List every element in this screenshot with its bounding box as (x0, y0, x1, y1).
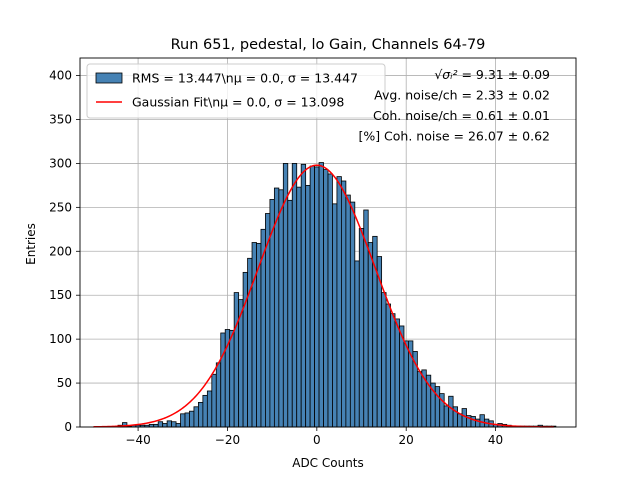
y-tick-label: 400 (49, 69, 72, 83)
histogram-bar (332, 203, 338, 428)
x-tick-label: −40 (125, 433, 150, 447)
histogram-bar (461, 408, 467, 428)
histogram-bar (251, 242, 257, 428)
histogram-bar (157, 421, 164, 428)
x-tick-label: 20 (399, 433, 414, 447)
histogram-bar (394, 318, 400, 428)
histogram-bar (202, 394, 208, 428)
histogram-bar (318, 162, 324, 428)
histogram-bar (345, 194, 351, 428)
histogram-bar (220, 332, 226, 428)
histogram-bar (287, 199, 293, 428)
histogram-bar (434, 386, 441, 428)
histogram-bar (229, 329, 235, 428)
histogram-bar (403, 340, 409, 428)
histogram-bar (336, 176, 342, 428)
noise-annotations: √σᵢ² = 9.31 ± 0.09 Avg. noise/ch = 2.33 ±… (358, 67, 550, 144)
histogram-bar (291, 163, 298, 428)
histogram-bar (175, 423, 181, 428)
histogram-bar (323, 169, 329, 428)
y-tick-label: 350 (49, 113, 72, 127)
histogram-bar (184, 412, 190, 428)
histogram-bar (300, 163, 307, 428)
noise-annotation: [%] Coh. noise = 26.07 ± 0.62 (358, 129, 550, 144)
legend: RMS = 13.447\nμ = 0.0, σ = 13.447 Gaussia… (86, 63, 386, 119)
histogram-bar (416, 371, 423, 428)
histogram-bar (206, 390, 213, 428)
histogram-bar (341, 180, 347, 428)
y-tick-label: 250 (49, 200, 72, 214)
histogram-bar (305, 184, 311, 428)
x-axis-label: ADC Counts (292, 456, 364, 470)
noise-annotation: √σᵢ² = 9.31 ± 0.09 (434, 67, 550, 82)
histogram-bar (479, 414, 485, 428)
x-tick-label: 0 (313, 433, 321, 447)
histogram-bar (171, 421, 177, 428)
x-tick-label: −20 (215, 433, 240, 447)
histogram-bar (443, 405, 450, 428)
histogram-bar (215, 362, 222, 428)
chart-title: Run 651, pedestal, lo Gain, Channels 64-… (171, 37, 486, 53)
noise-annotation: Avg. noise/ch = 2.33 ± 0.02 (374, 88, 550, 103)
noise-annotation: Coh. noise/ch = 0.61 ± 0.01 (373, 108, 550, 123)
histogram-bar (180, 413, 186, 428)
gaussian-fit-line (93, 164, 554, 428)
histogram-bar (198, 401, 204, 428)
histogram-bar (457, 413, 463, 428)
histogram-bar (242, 271, 248, 428)
histogram-bar (162, 423, 168, 428)
histogram-bar (211, 373, 217, 428)
y-tick-label: 50 (57, 376, 72, 390)
histogram-bar (381, 292, 387, 428)
histogram-bar (349, 201, 356, 428)
histogram-bar (193, 406, 199, 428)
histogram-bar (309, 165, 315, 428)
y-tick-label: 300 (49, 156, 72, 170)
y-tick-label: 100 (49, 332, 72, 346)
histogram-bar (327, 173, 333, 428)
histogram-bar (385, 303, 391, 428)
y-tick-label: 200 (49, 244, 72, 258)
y-axis-label: Entries (24, 223, 38, 265)
x-tick-label: 40 (488, 433, 503, 447)
histogram-bar (314, 166, 320, 428)
y-tick-label: 150 (49, 288, 72, 302)
histogram-bar (448, 395, 454, 428)
legend-swatch-histogram (95, 72, 123, 84)
histogram-bar (354, 260, 360, 428)
histogram-bar (367, 242, 374, 428)
y-tick-label: 0 (64, 420, 72, 434)
histogram-bar (390, 313, 396, 428)
legend-label: Gaussian Fit\nμ = 0.0, σ = 13.098 (132, 95, 344, 110)
histogram-bar (296, 186, 302, 428)
histogram-bar (166, 420, 173, 428)
legend-label: RMS = 13.447\nμ = 0.0, σ = 13.447 (132, 71, 358, 86)
histogram-bar (247, 257, 253, 428)
histogram-bar (399, 325, 405, 428)
histogram-bar (189, 410, 195, 428)
histogram-bar (358, 228, 365, 428)
histogram-bar (278, 189, 284, 428)
histogram-bar (233, 292, 240, 428)
axes-frame (79, 57, 577, 428)
legend-box (86, 63, 386, 119)
histogram-bar (470, 416, 476, 428)
